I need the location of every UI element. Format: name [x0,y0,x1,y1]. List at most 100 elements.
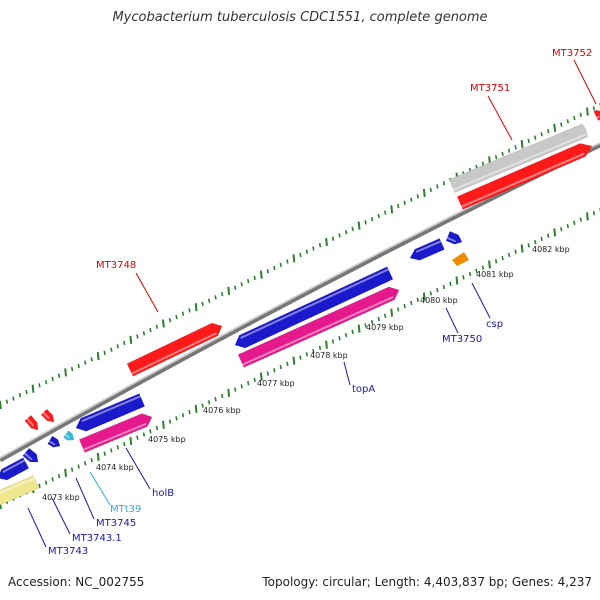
tick-mark [377,316,380,322]
tick-mark [592,106,596,111]
tick-mark [507,148,511,153]
leader-mt3748 [135,272,159,313]
tick-mark [162,319,165,328]
tick-mark [259,372,263,381]
tick-mark [527,243,530,248]
tick-mark [220,393,224,399]
tick-mark [442,284,446,290]
tick-mark [540,132,543,137]
tick-mark [155,324,159,329]
gene-mt3743 [0,475,40,506]
tick-mark [129,335,133,344]
gene-label-mt3743: MT3743 [48,546,88,557]
tick-mark [110,448,113,453]
tick-mark [110,347,113,352]
gene-mt3752-shine [596,115,600,119]
tick-mark [201,301,204,307]
tick-mark [123,340,126,346]
tick-mark [70,467,74,472]
gene-mt3743-shine [0,477,35,495]
tick-mark [266,371,269,376]
tick-mark [338,233,341,238]
tick-mark [364,220,367,225]
tick-mark [416,297,419,302]
gene-csp [452,252,469,266]
gene-holb-blue-shine [81,395,141,423]
tick-mark [403,200,406,205]
gene-label-csp: csp [486,319,503,330]
tick-mark [573,115,576,121]
tick-mark [84,461,87,466]
genome-backbone [0,142,600,463]
tick-mark [338,336,341,341]
tick-mark [207,298,211,303]
tick-mark [181,413,185,418]
tick-mark [240,282,243,287]
tick-mark [292,254,296,263]
tick-mark [279,262,282,267]
tick-mark [507,252,511,258]
gene-mt3745 [47,435,61,448]
tick-mark [357,324,361,333]
tick-mark [214,295,217,300]
tick-mark [534,135,537,140]
gene-label-topa: topA [352,384,375,395]
tick-mark [207,400,211,405]
tick-mark [370,320,374,325]
tick-mark [96,452,100,461]
accession-text: Accession: NC_002755 [8,575,145,589]
tick-mark [103,451,106,456]
tick-mark [449,281,452,286]
gene-topa-shine [242,295,394,366]
tick-mark [390,308,394,317]
tick-mark [579,217,582,222]
gene-red-small-2 [40,408,55,423]
tick-mark [116,344,119,349]
tick-mark [357,221,361,230]
tick-mark [390,205,394,214]
tick-mark [227,286,231,295]
tick-mark [259,270,263,279]
tick-mark [494,155,498,160]
tick-mark [397,307,400,312]
scale-label: 4074 kbp [96,463,134,472]
tick-mark [25,389,28,395]
scale-label: 4080 kbp [420,296,458,305]
tick-mark [436,288,439,293]
scale-label: 4078 kbp [310,351,348,360]
gene-mt3751-gray-shine [453,133,587,191]
gene-mt3748 [126,322,223,377]
tick-mark [90,357,93,362]
tick-mark [240,384,243,389]
tick-mark [377,213,380,219]
gene-label-mt3752: MT3752 [552,48,592,59]
tick-mark [429,187,432,192]
map-title: Mycobacterium tuberculosis CDC1551, comp… [112,10,488,25]
tick-mark [351,226,354,232]
tick-mark [462,275,465,280]
tick-mark [57,373,61,378]
tick-mark [77,464,80,469]
tick-mark [547,128,550,134]
leader-csp [471,282,491,319]
tick-mark [299,355,302,360]
leader-mt3751 [487,95,513,141]
tick-mark [312,246,315,251]
tick-mark [481,161,485,166]
tick-mark [168,419,172,424]
tick-mark [325,340,328,349]
tick-mark [586,107,589,116]
tick-mark [136,334,139,339]
leader-mtt39 [89,471,111,506]
scale-label: 4076 kbp [203,406,241,415]
tick-mark [175,416,178,421]
tick-mark [299,252,302,258]
reverse-tick-track [0,208,600,510]
tick-mark [397,203,400,209]
gene-holb-shine [83,422,147,451]
leader-mt3752 [573,59,597,105]
tick-mark [566,119,569,124]
tick-mark [468,271,472,277]
gene-mt3752 [593,109,600,121]
